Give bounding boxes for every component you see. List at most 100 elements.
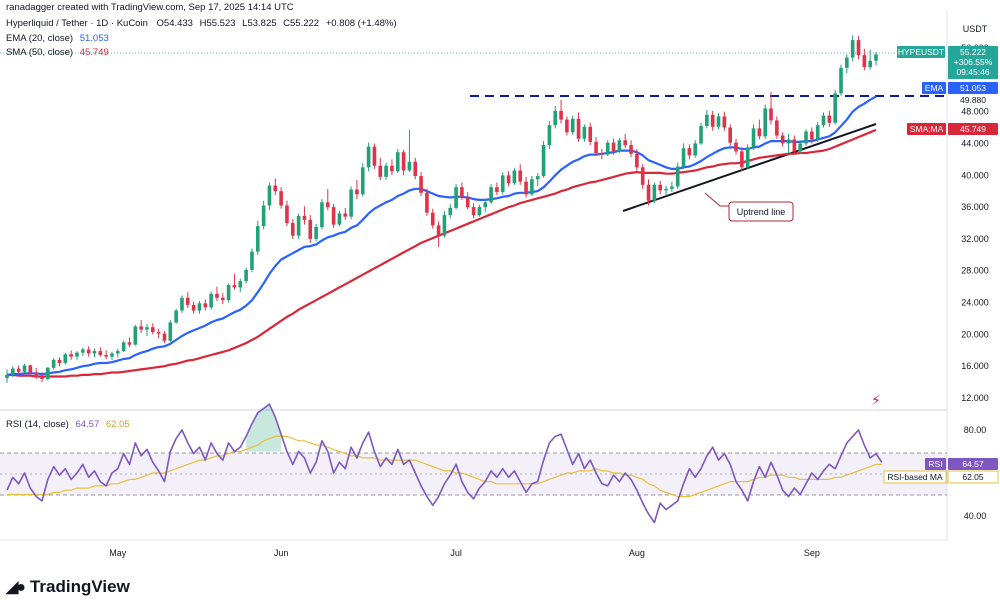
rsi-ma-value-tag: 62.05: [962, 472, 984, 482]
candle-body: [156, 331, 161, 334]
time-tick-label: Jun: [274, 548, 289, 558]
candle-body: [255, 226, 260, 252]
candle-body: [273, 185, 278, 192]
candle-body: [5, 374, 9, 379]
candle-body: [180, 297, 184, 311]
rsi-legend-value: 64.57: [75, 419, 100, 430]
candle-body: [296, 215, 301, 236]
candle-body: [197, 303, 202, 311]
candle-body: [28, 365, 33, 373]
candle-body: [75, 352, 79, 357]
candle-body: [448, 207, 453, 216]
candle-body: [261, 205, 266, 227]
candle-body: [46, 367, 50, 379]
candle-body: [11, 368, 15, 375]
candle-body: [384, 165, 388, 177]
candle-body: [150, 327, 155, 332]
ohlc-change: +0.808 (+1.48%): [325, 18, 397, 29]
candle-body: [372, 146, 377, 166]
rsi-value-tag: 64.57: [948, 458, 998, 470]
candle-body: [209, 293, 213, 308]
candle-body: [629, 145, 633, 154]
level-value-tag-text: 49.880: [960, 95, 986, 105]
ema-legend[interactable]: EMA (20, close) 51.053: [6, 33, 109, 44]
candle-body: [617, 140, 622, 152]
ema20-series-line: [6, 95, 877, 376]
rsi-value-tag-text: 64.57: [962, 459, 984, 469]
candle-body: [524, 181, 528, 195]
ema-value-tag-bg: [948, 82, 998, 94]
candle-body: [553, 110, 558, 126]
price-tick-label: 48.000: [961, 107, 989, 117]
sma-legend[interactable]: SMA (50, close) 45.749: [6, 47, 109, 58]
tradingview-logo[interactable]: ◢● TradingView: [6, 577, 130, 597]
candle-body: [722, 116, 727, 128]
candle-body: [856, 40, 861, 56]
candle-body: [57, 359, 62, 363]
candle-body: [594, 141, 598, 153]
candle-body: [804, 131, 808, 144]
candle-body: [250, 251, 254, 270]
candle-body: [40, 376, 44, 379]
candle-body: [290, 223, 295, 236]
candle-body: [757, 128, 762, 137]
rsi-tick-label: 40.00: [964, 511, 987, 521]
price-tick-label: 44.000: [961, 138, 989, 148]
candle-body: [664, 188, 668, 191]
candle-body: [582, 126, 587, 139]
candle-body: [34, 372, 38, 377]
candle-body: [640, 167, 645, 185]
candle-body: [699, 125, 703, 144]
candle-body: [716, 116, 721, 127]
price-tick-label: 32.000: [961, 234, 989, 244]
rsi-band: [0, 453, 947, 495]
candle-body: [646, 184, 651, 201]
candle-body: [401, 152, 406, 171]
candle-body: [127, 342, 132, 345]
candle-body: [670, 186, 674, 189]
price-tick-label: 40.000: [961, 170, 989, 180]
candle-body: [623, 140, 628, 146]
symbol-tag-bg: [897, 46, 945, 58]
ema-name-tag-bg: [922, 82, 946, 94]
candle-body: [786, 139, 791, 144]
candle-body: [320, 202, 324, 227]
candle-body: [98, 351, 103, 356]
candle-body: [436, 225, 441, 236]
candle-body: [530, 179, 534, 195]
candle-body: [302, 215, 307, 220]
ema-name-tag: EMA: [925, 83, 944, 93]
uptrend-line[interactable]: [622, 123, 877, 212]
candle-body: [751, 128, 756, 148]
candle-body: [600, 153, 604, 155]
candle-body: [658, 184, 663, 191]
candle-body: [792, 139, 797, 152]
lightning-icon[interactable]: ⚡: [871, 393, 881, 409]
candle-body: [69, 354, 73, 357]
candle-body: [710, 114, 715, 127]
rsi-series-line: [6, 403, 883, 524]
candle-body: [460, 187, 464, 197]
ema-value-tag: 51.053: [948, 82, 998, 94]
candle-body: [168, 322, 173, 341]
candle-body: [413, 161, 418, 177]
candle-body: [565, 119, 569, 133]
ema-value-tag-text: 51.053: [960, 83, 986, 93]
candle-body: [267, 185, 272, 206]
candle-body: [81, 349, 85, 353]
candle-body: [343, 213, 348, 217]
candle-body: [570, 118, 575, 133]
candle-body: [611, 142, 616, 152]
candle-body: [512, 170, 517, 184]
candle-body: [734, 142, 738, 152]
candle-body: [483, 202, 488, 208]
sma50-series-line: [7, 128, 877, 378]
rsi-legend[interactable]: RSI (14, close) 64.57 62.05: [6, 419, 130, 430]
symbol-title[interactable]: Hyperliquid / Tether · 1D · KuCoin: [6, 18, 148, 29]
candle-body: [325, 202, 330, 208]
candle-body: [419, 176, 423, 193]
candle-body: [86, 349, 91, 354]
last-price-tag-text: 55.222: [960, 47, 986, 57]
candle-body: [349, 189, 353, 217]
